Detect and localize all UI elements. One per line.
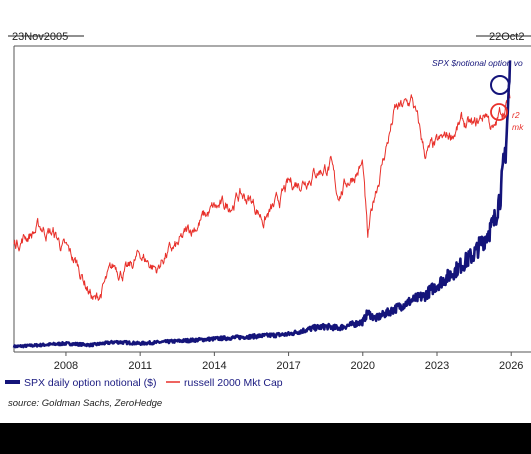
x-tick-label-2026: 2026 — [499, 360, 523, 372]
x-axis: 2008 2011 2014 2017 2020 2023 2026 — [54, 352, 523, 372]
r2000-annotation-circle — [490, 103, 508, 121]
legend: SPX daily option notional ($) russell 20… — [5, 377, 283, 389]
series-line-russell-2000 — [13, 92, 511, 301]
plot-frame — [13, 45, 531, 353]
x-tick-label-2014: 2014 — [202, 360, 226, 372]
x-tick-label-2008: 2008 — [54, 360, 78, 372]
source-note: source: Goldman Sachs, ZeroHedge — [8, 398, 163, 409]
range-start-label: 23Nov2005 — [12, 31, 68, 43]
series-line-spx-option-notional — [12, 60, 512, 349]
spx-annotation-circle — [490, 75, 510, 95]
x-tick-label-2011: 2011 — [128, 360, 152, 372]
r2000-annotation-text-2: mk — [512, 122, 524, 132]
chart: 23Nov2005 22Oct2 2008 2011 2014 2017 2020 202… — [5, 31, 531, 389]
x-tick-label-2023: 2023 — [425, 360, 449, 372]
spx-annotation-text: SPX $notional option vo — [432, 58, 523, 68]
series-layer — [12, 60, 512, 349]
x-tick-label-2017: 2017 — [276, 360, 300, 372]
r2000-annotation-text-1: r2 — [512, 110, 520, 120]
range-end-label: 22Oct2 — [489, 31, 524, 43]
legend-label-r2000: russell 2000 Mkt Cap — [184, 377, 283, 389]
legend-label-spx: SPX daily option notional ($) — [24, 377, 157, 389]
bottom-black-band — [0, 423, 531, 454]
x-tick-label-2020: 2020 — [351, 360, 375, 372]
